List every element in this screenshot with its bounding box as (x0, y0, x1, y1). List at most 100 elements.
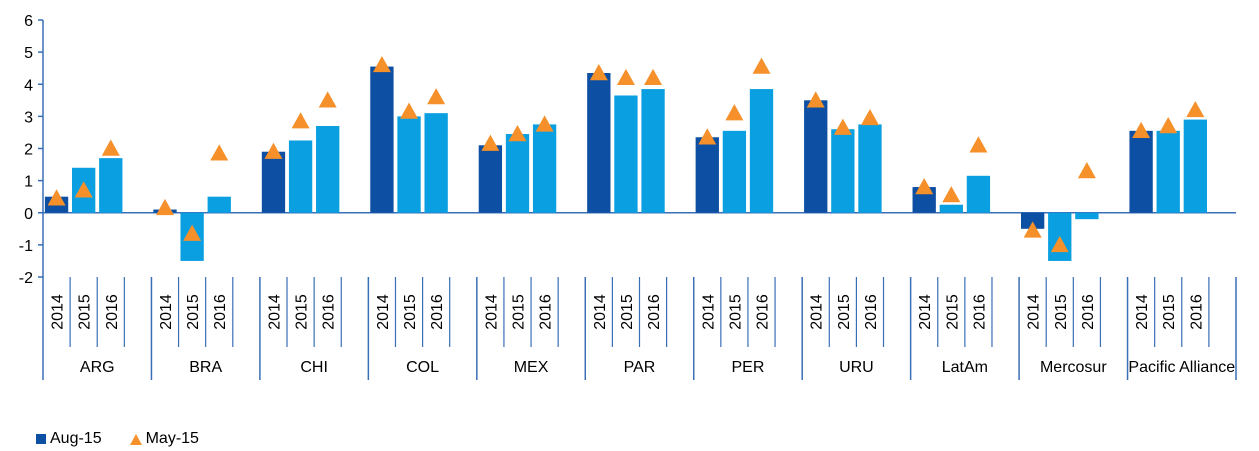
bar (831, 129, 855, 213)
group-label: PAR (624, 359, 656, 376)
triangle-marker (74, 181, 93, 198)
bar (99, 158, 123, 213)
year-tick-label: 2016 (212, 294, 229, 330)
group-label: CHI (300, 359, 328, 376)
year-tick-label: 2015 (402, 294, 419, 330)
triangle-marker (535, 115, 554, 132)
bar (722, 130, 747, 213)
y-tick-label: 6 (24, 13, 33, 30)
legend-item-aug15: Aug-15 (36, 430, 102, 448)
group-label: BRA (189, 359, 222, 376)
year-tick-label: 2014 (917, 294, 934, 330)
year-tick-label: 2016 (1080, 294, 1097, 330)
triangle-marker (481, 134, 500, 151)
triangle-marker (427, 88, 446, 105)
triangle-marker (47, 189, 66, 206)
bar (261, 151, 286, 213)
triangle-marker (1077, 161, 1096, 179)
year-tick-label: 2014 (483, 294, 500, 330)
group-label: LatAm (942, 359, 988, 376)
year-tick-label: 2016 (863, 294, 880, 330)
bar (804, 100, 828, 213)
triangle-marker (210, 144, 229, 161)
year-tick-label: 2015 (727, 294, 744, 330)
bar (1156, 130, 1180, 213)
triangle-marker (372, 55, 391, 73)
bar (614, 95, 638, 213)
y-tick-label: 1 (24, 174, 33, 191)
triangle-marker (318, 91, 337, 108)
bar (858, 124, 882, 213)
bar (641, 89, 665, 213)
triangle-marker (806, 91, 825, 108)
year-tick-label: 2015 (294, 294, 311, 330)
y-tick-label: -2 (19, 270, 33, 287)
triangle-marker (1132, 121, 1151, 139)
triangle-marker (698, 128, 717, 145)
group-label: ARG (80, 359, 115, 376)
year-tick-label: 2016 (321, 294, 338, 330)
triangle-marker (1050, 235, 1069, 253)
triangle-marker (752, 57, 771, 74)
group-label: Mercosur (1040, 359, 1107, 376)
triangle-marker (969, 136, 988, 153)
triangle-marker (616, 68, 635, 86)
triangle-marker (1159, 117, 1178, 134)
bar (505, 134, 530, 213)
triangle-marker (264, 142, 283, 159)
bar (1129, 130, 1153, 213)
triangle-marker (183, 224, 202, 241)
triangle-marker (589, 64, 608, 81)
year-tick-label: 2015 (836, 294, 853, 330)
year-tick-label: 2014 (158, 294, 175, 330)
triangle-marker (1186, 100, 1205, 118)
bar (397, 116, 421, 213)
year-tick-label: 2015 (510, 294, 527, 330)
year-tick-label: 2016 (429, 294, 446, 330)
bar (966, 175, 991, 213)
year-tick-label: 2015 (1053, 294, 1070, 330)
bar (532, 124, 557, 213)
y-tick-label: 0 (24, 206, 33, 223)
year-tick-label: 2014 (375, 294, 392, 330)
bar (587, 73, 611, 213)
triangle-marker (942, 186, 961, 203)
group-label: PER (732, 359, 765, 376)
year-tick-label: 2015 (619, 294, 636, 330)
bar (749, 89, 774, 213)
bar (1075, 212, 1099, 220)
bar (207, 196, 231, 213)
triangle-marker (644, 68, 663, 86)
bar (939, 204, 963, 213)
triangle-marker (860, 108, 879, 126)
y-tick-label: 4 (24, 77, 33, 94)
bar (695, 137, 719, 213)
legend-label-may15: May-15 (145, 430, 199, 447)
bar (478, 145, 503, 213)
year-tick-label: 2014 (1026, 294, 1043, 330)
year-tick-label: 2016 (104, 294, 121, 330)
triangle-marker (1023, 221, 1042, 238)
triangle-marker (508, 125, 527, 142)
bar (288, 140, 313, 213)
year-tick-label: 2015 (77, 294, 94, 330)
group-label: MEX (514, 359, 549, 376)
legend-swatch-bar (36, 434, 46, 444)
bar (424, 113, 448, 213)
year-tick-label: 2014 (266, 294, 283, 330)
triangle-marker (915, 178, 934, 195)
bar (370, 66, 394, 213)
year-tick-label: 2016 (538, 294, 555, 330)
legend: Aug-15 May-15 (36, 430, 199, 448)
bar (316, 126, 340, 213)
triangle-marker (400, 102, 419, 119)
year-tick-label: 2016 (755, 294, 772, 330)
group-label: Pacific Alliance (1128, 359, 1235, 376)
year-tick-label: 2014 (700, 294, 717, 330)
year-tick-label: 2016 (646, 294, 663, 330)
triangle-marker (101, 139, 120, 156)
year-tick-label: 2014 (1134, 294, 1151, 330)
triangle-marker (291, 112, 310, 129)
bar (1020, 212, 1045, 229)
